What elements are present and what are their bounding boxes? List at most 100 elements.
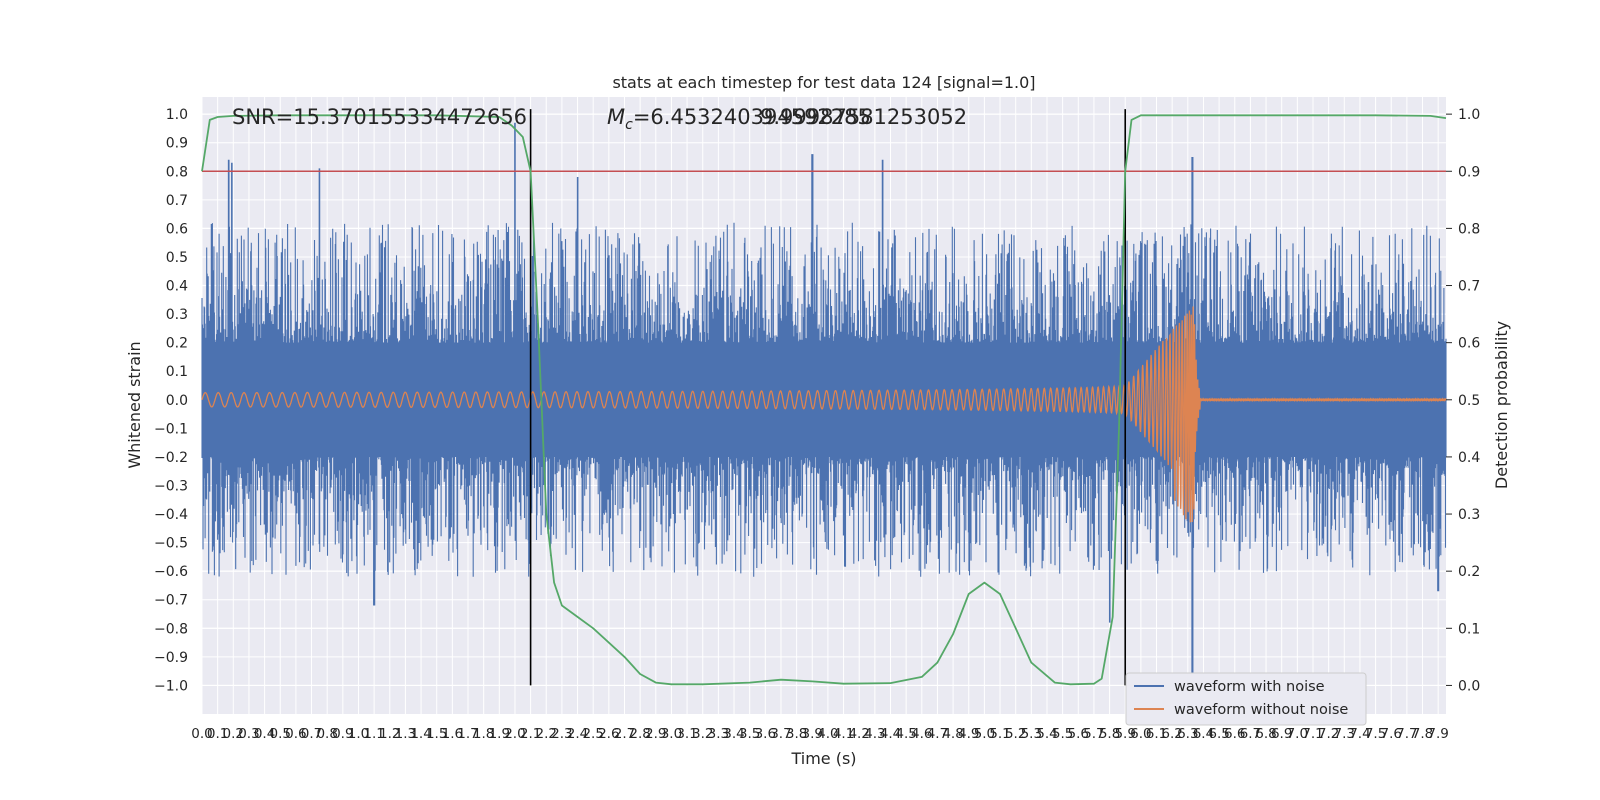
x-tick-label: 5.8 (1099, 726, 1120, 742)
x-tick-label: 0.3 (238, 726, 259, 742)
series-waveform-without-noise (201, 306, 1447, 523)
y-tick-label-left: −0.9 (154, 650, 188, 666)
x-tick-label: 7.8 (1412, 726, 1433, 742)
x-tick-label: 3.0 (661, 726, 682, 742)
x-tick-label: 6.2 (1161, 726, 1182, 742)
y-tick-label-right: 0.6 (1458, 336, 1480, 352)
snr-annotation: SNR=15.370155334472656 (232, 105, 527, 129)
y-tick-label-left: 1.0 (166, 107, 188, 123)
x-axis: 0.00.10.20.30.40.50.60.70.80.91.01.11.21… (191, 726, 1449, 742)
x-tick-label: 0.7 (301, 726, 322, 742)
x-tick-label: 1.8 (473, 726, 494, 742)
x-tick-label: 1.1 (363, 726, 384, 742)
y-axis-left: −1.0 −0.9 −0.8 −0.7 −0.6 −0.5 −0.4 −0.3 −0.2 −0.1… (154, 107, 188, 694)
y-tick-label-right: 0.5 (1458, 393, 1480, 409)
x-tick-label: 5.7 (1083, 726, 1104, 742)
probability-trace (201, 114, 1447, 686)
y-tick-label-left: −0.5 (154, 536, 188, 552)
x-tick-label: 0.2 (223, 726, 244, 742)
x-tick-label: 0.4 (254, 726, 275, 742)
y-tick-label-left: 0.9 (166, 136, 188, 152)
legend-label-clean: waveform without noise (1174, 702, 1348, 718)
legend-label-noise: waveform with noise (1174, 679, 1325, 695)
x-tick-label: 4.5 (895, 726, 916, 742)
x-tick-label: 5.3 (1021, 726, 1042, 742)
y-tick-label-left: −0.2 (154, 450, 188, 466)
y-tick-label-right: 0.4 (1458, 450, 1480, 466)
x-tick-label: 2.0 (504, 726, 525, 742)
mc-value: =6.453240394592285 (633, 105, 871, 129)
x-tick-label: 4.0 (817, 726, 838, 742)
y-tick-label-left: −0.6 (154, 564, 188, 580)
y-tick-label-left: 0.2 (166, 336, 188, 352)
y-tick-label-right: 0.9 (1458, 164, 1480, 180)
x-tick-label: 6.7 (1240, 726, 1261, 742)
x-tick-label: 7.7 (1396, 726, 1417, 742)
x-axis-label: Time (s) (790, 749, 856, 768)
x-tick-label: 5.4 (1036, 726, 1057, 742)
x-tick-label: 4.1 (833, 726, 854, 742)
y-tick-label-left: −1.0 (154, 678, 188, 694)
x-tick-label: 3.6 (755, 726, 776, 742)
x-tick-label: 6.4 (1193, 726, 1214, 742)
x-tick-label: 5.5 (1052, 726, 1073, 742)
x-tick-label: 6.1 (1146, 726, 1167, 742)
y-tick-label-left: −0.4 (154, 507, 188, 523)
x-tick-label: 0.1 (207, 726, 228, 742)
x-tick-label: 7.3 (1334, 726, 1355, 742)
y-tick-label-right: 0.1 (1458, 621, 1480, 637)
mc-symbol: M (607, 105, 625, 129)
x-tick-label: 6.6 (1224, 726, 1245, 742)
x-tick-label: 0.0 (191, 726, 212, 742)
y-tick-label-left: −0.7 (154, 593, 188, 609)
x-tick-label: 0.6 (285, 726, 306, 742)
x-tick-label: 3.4 (723, 726, 744, 742)
y-tick-label-right: 0.7 (1458, 279, 1480, 295)
x-tick-label: 0.8 (316, 726, 337, 742)
x-tick-label: 4.3 (864, 726, 885, 742)
x-tick-label: 5.0 (974, 726, 995, 742)
x-tick-label: 3.1 (676, 726, 697, 742)
y-axis-label-left: Whitened strain (125, 341, 144, 468)
x-tick-label: 7.4 (1349, 726, 1370, 742)
series-detection-probability (201, 114, 1447, 686)
y-tick-label-left: 0.5 (166, 250, 188, 266)
y-tick-label-right: 0.2 (1458, 564, 1480, 580)
x-tick-label: 2.4 (567, 726, 588, 742)
y-tick-label-left: −0.1 (154, 421, 188, 437)
x-tick-label: 2.3 (551, 726, 572, 742)
x-tick-label: 1.2 (379, 726, 400, 742)
x-tick-label: 6.8 (1255, 726, 1276, 742)
y-tick-label-left: 0.6 (166, 221, 188, 237)
x-tick-label: 7.5 (1365, 726, 1386, 742)
x-tick-label: 4.6 (911, 726, 932, 742)
x-tick-label: 6.5 (1208, 726, 1229, 742)
clean-trace (201, 306, 1447, 523)
x-tick-label: 3.7 (770, 726, 791, 742)
x-tick-label: 2.8 (629, 726, 650, 742)
mc-subscript: c (625, 117, 633, 133)
y-tick-label-right: 0.0 (1458, 678, 1480, 694)
chart-title: stats at each timestep for test data 124… (612, 73, 1035, 92)
x-tick-label: 4.8 (942, 726, 963, 742)
x-tick-label: 6.9 (1271, 726, 1292, 742)
y-axis-label-right: Detection probability (1492, 321, 1511, 489)
x-tick-label: 5.1 (989, 726, 1010, 742)
x-tick-label: 5.6 (1068, 726, 1089, 742)
legend-box (1125, 672, 1367, 726)
y-tick-label-left: −0.3 (154, 478, 188, 494)
x-tick-label: 7.1 (1302, 726, 1323, 742)
x-tick-label: 1.4 (410, 726, 431, 742)
x-tick-label: 1.6 (442, 726, 463, 742)
y-tick-label-left: 0.0 (166, 393, 188, 409)
x-tick-label: 1.3 (395, 726, 416, 742)
x-tick-label: 2.7 (614, 726, 635, 742)
x-tick-label: 7.0 (1287, 726, 1308, 742)
y-tick-label-right: 1.0 (1458, 107, 1480, 123)
x-tick-label: 2.2 (536, 726, 557, 742)
x-tick-label: 3.9 (802, 726, 823, 742)
x-tick-label: 4.9 (958, 726, 979, 742)
x-tick-label: 4.4 (880, 726, 901, 742)
x-tick-label: 6.0 (1130, 726, 1151, 742)
